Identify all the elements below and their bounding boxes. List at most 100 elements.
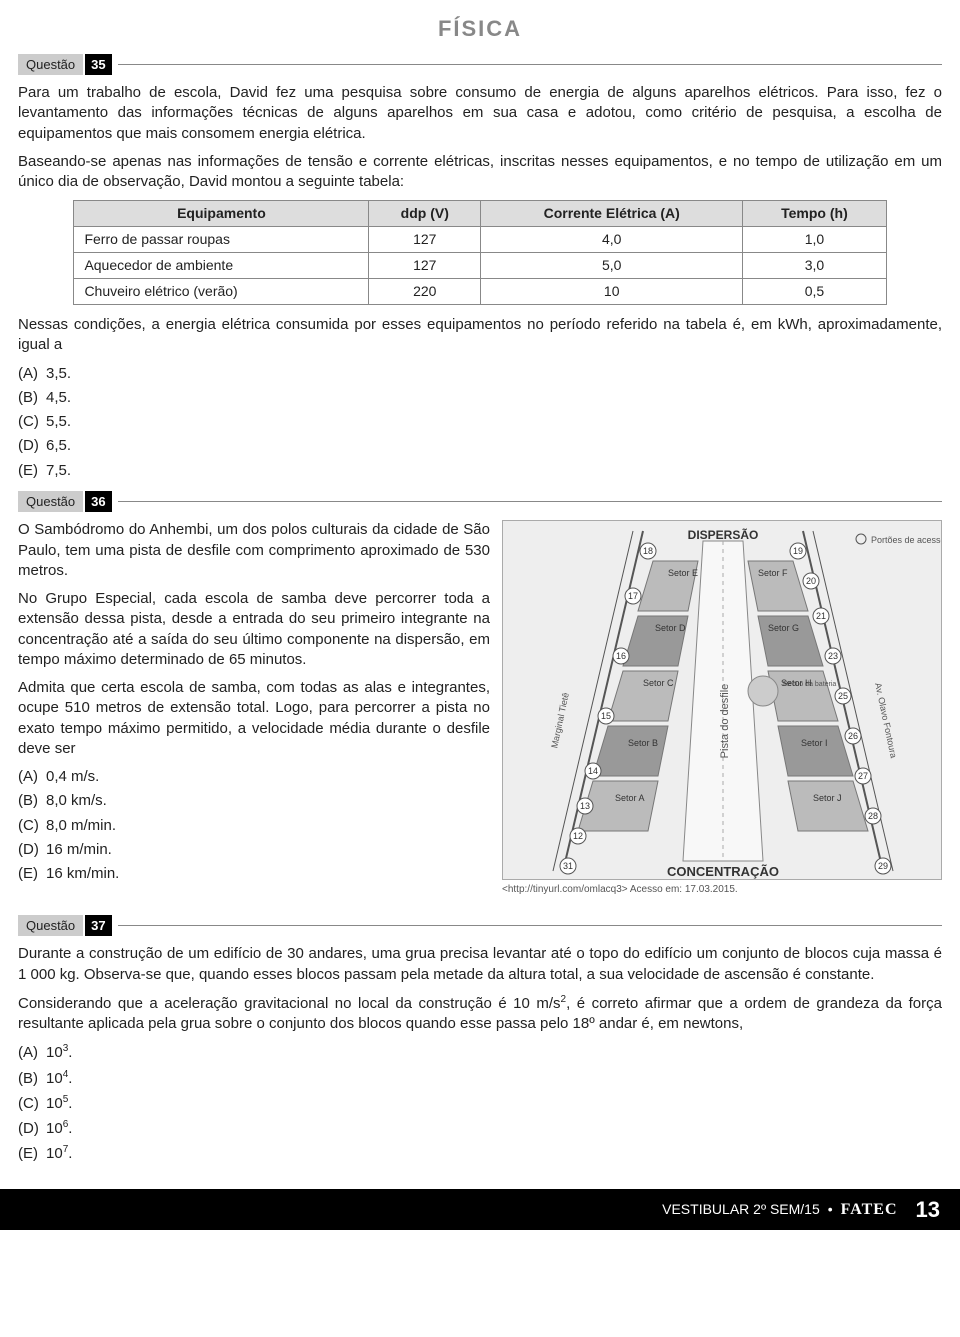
svg-text:Setor C: Setor C — [643, 678, 674, 688]
q35-text-2: Baseando-se apenas nas informações de te… — [18, 152, 942, 193]
opt-marker: (E) — [18, 461, 46, 481]
option-b[interactable]: (B)104. — [18, 1068, 942, 1089]
q36-text-2: No Grupo Especial, cada escola de samba … — [18, 589, 490, 670]
divider-line — [118, 501, 942, 502]
opt-marker: (C) — [18, 816, 46, 836]
opt-text: 0,4 m/s. — [46, 768, 99, 785]
equipment-table: Equipamento ddp (V) Corrente Elétrica (A… — [73, 200, 886, 305]
svg-text:Setor E: Setor E — [668, 568, 698, 578]
svg-text:29: 29 — [878, 861, 888, 871]
svg-text:23: 23 — [828, 651, 838, 661]
q36-text-3: Admita que certa escola de samba, com to… — [18, 678, 490, 759]
svg-text:12: 12 — [573, 831, 583, 841]
opt-marker: (A) — [18, 767, 46, 787]
svg-text:16: 16 — [616, 651, 626, 661]
svg-text:26: 26 — [848, 731, 858, 741]
opt-text: 6,5. — [46, 437, 71, 454]
opt-marker: (E) — [18, 1144, 46, 1164]
page-footer: VESTIBULAR 2º SEM/15 • FATEC 13 — [0, 1189, 960, 1231]
option-c[interactable]: (C)105. — [18, 1093, 942, 1114]
diagram-caption: <http://tinyurl.com/omlacq3> Acesso em: … — [502, 883, 942, 897]
svg-text:CONCENTRAÇÃO: CONCENTRAÇÃO — [667, 864, 779, 879]
svg-text:Portões de acesso: Portões de acesso — [871, 535, 942, 545]
svg-text:14: 14 — [588, 766, 598, 776]
opt-marker: (A) — [18, 364, 46, 384]
svg-text:19: 19 — [793, 546, 803, 556]
divider-line — [118, 64, 942, 65]
q37-text-2a: Considerando que a aceleração gravitacio… — [18, 995, 561, 1012]
opt-text: 8,0 km/s. — [46, 792, 107, 809]
opt-text: 4,5. — [46, 389, 71, 406]
question-label: Questão — [18, 54, 83, 76]
option-d[interactable]: (D)106. — [18, 1118, 942, 1139]
cell: 3,0 — [743, 253, 886, 279]
opt-base: 10 — [46, 1095, 63, 1112]
sambodromo-diagram: DISPERSÃO CONCENTRAÇÃO Pista do desfile … — [502, 520, 942, 880]
opt-text: 3,5. — [46, 365, 71, 382]
svg-text:Pista do desfile: Pista do desfile — [719, 684, 731, 759]
th-time: Tempo (h) — [743, 201, 886, 227]
opt-dot: . — [68, 1070, 72, 1087]
svg-text:21: 21 — [816, 611, 826, 621]
opt-text: 8,0 m/min. — [46, 817, 116, 834]
option-d[interactable]: (D)6,5. — [18, 436, 942, 456]
question-37-bar: Questão 37 — [18, 915, 942, 937]
cell: 127 — [369, 227, 481, 253]
opt-marker: (D) — [18, 436, 46, 456]
opt-text: 5,5. — [46, 413, 71, 430]
option-a[interactable]: (A)103. — [18, 1042, 942, 1063]
opt-dot: . — [68, 1145, 72, 1162]
option-c[interactable]: (C)8,0 m/min. — [18, 816, 490, 836]
svg-text:Setor B: Setor B — [628, 738, 658, 748]
footer-brand: FATEC — [841, 1199, 898, 1221]
option-a[interactable]: (A)0,4 m/s. — [18, 767, 490, 787]
opt-marker: (C) — [18, 412, 46, 432]
option-e[interactable]: (E)107. — [18, 1143, 942, 1164]
cell: Ferro de passar roupas — [74, 227, 369, 253]
cell: 4,0 — [481, 227, 743, 253]
opt-marker: (B) — [18, 791, 46, 811]
cell: Aquecedor de ambiente — [74, 253, 369, 279]
footer-text: VESTIBULAR 2º SEM/15 — [662, 1200, 820, 1219]
cell: Chuveiro elétrico (verão) — [74, 279, 369, 305]
svg-text:Setor I: Setor I — [801, 738, 828, 748]
option-a[interactable]: (A)3,5. — [18, 364, 942, 384]
subject-title: FÍSICA — [18, 14, 942, 44]
svg-text:Setor H: Setor H — [781, 678, 812, 688]
option-d[interactable]: (D)16 m/min. — [18, 840, 490, 860]
q37-options: (A)103. (B)104. (C)105. (D)106. (E)107. — [18, 1042, 942, 1164]
option-b[interactable]: (B)8,0 km/s. — [18, 791, 490, 811]
th-equip: Equipamento — [74, 201, 369, 227]
opt-base: 10 — [46, 1120, 63, 1137]
option-b[interactable]: (B)4,5. — [18, 388, 942, 408]
svg-text:DISPERSÃO: DISPERSÃO — [688, 527, 759, 542]
svg-text:31: 31 — [563, 861, 573, 871]
svg-text:18: 18 — [643, 546, 653, 556]
opt-dot: . — [68, 1120, 72, 1137]
svg-text:Setor A: Setor A — [615, 793, 645, 803]
svg-text:27: 27 — [858, 771, 868, 781]
opt-marker: (B) — [18, 1069, 46, 1089]
svg-text:20: 20 — [806, 576, 816, 586]
opt-marker: (C) — [18, 1094, 46, 1114]
opt-marker: (A) — [18, 1043, 46, 1063]
option-e[interactable]: (E)16 km/min. — [18, 864, 490, 884]
option-e[interactable]: (E)7,5. — [18, 461, 942, 481]
opt-marker: (E) — [18, 864, 46, 884]
q35-options: (A)3,5. (B)4,5. (C)5,5. (D)6,5. (E)7,5. — [18, 364, 942, 481]
table-row: Chuveiro elétrico (verão) 220 10 0,5 — [74, 279, 886, 305]
opt-dot: . — [68, 1095, 72, 1112]
q36-options: (A)0,4 m/s. (B)8,0 km/s. (C)8,0 m/min. (… — [18, 767, 490, 884]
q37-text-2: Considerando que a aceleração gravitacio… — [18, 993, 942, 1035]
opt-base: 10 — [46, 1145, 63, 1162]
cell: 0,5 — [743, 279, 886, 305]
q37-text-1: Durante a construção de um edifício de 3… — [18, 944, 942, 985]
question-36-bar: Questão 36 — [18, 491, 942, 513]
option-c[interactable]: (C)5,5. — [18, 412, 942, 432]
q35-text-1: Para um trabalho de escola, David fez um… — [18, 83, 942, 144]
svg-text:28: 28 — [868, 811, 878, 821]
svg-text:Marginal Tietê: Marginal Tietê — [549, 692, 571, 749]
svg-text:Setor F: Setor F — [758, 568, 788, 578]
svg-text:13: 13 — [580, 801, 590, 811]
opt-marker: (D) — [18, 1119, 46, 1139]
